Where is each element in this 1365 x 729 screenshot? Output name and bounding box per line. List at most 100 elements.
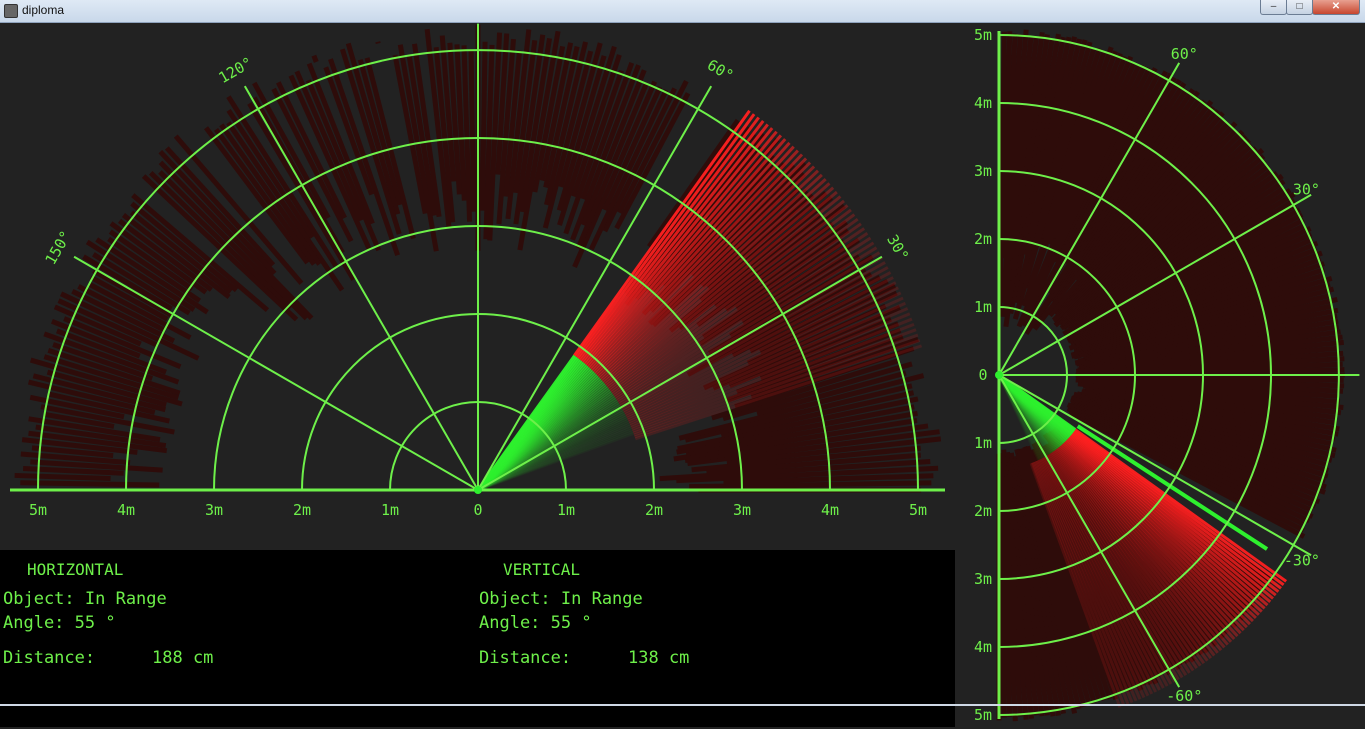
echo-streak	[28, 416, 161, 443]
echo-streak	[82, 254, 173, 311]
echo-streak	[158, 170, 309, 321]
target-echo-line	[601, 182, 831, 383]
echo-streak	[617, 79, 689, 214]
echo-streak	[662, 161, 778, 288]
echo-streak	[689, 480, 932, 490]
echo-streak	[731, 275, 881, 358]
echo-streak	[1047, 111, 1225, 318]
target-echo-line	[1048, 453, 1191, 674]
sweep-line	[997, 374, 1055, 453]
echo-streak	[1050, 55, 1128, 239]
target-echo-line	[582, 130, 778, 364]
sweep-trace	[1076, 424, 1269, 551]
target-echo-line	[629, 307, 909, 428]
target-echo-line	[1041, 457, 1165, 689]
echo-streak	[1029, 41, 1093, 254]
echo-streak	[706, 193, 815, 290]
horizontal-object-status: Object: In Range	[3, 589, 167, 609]
echo-streak	[684, 383, 913, 443]
echo-streak	[513, 40, 538, 194]
sweep-line	[477, 389, 612, 492]
range-label: 1m	[381, 501, 399, 519]
target-echo-line	[630, 312, 911, 429]
echo-streak	[85, 239, 196, 312]
echo-streak	[406, 54, 437, 216]
target-echo-line	[628, 296, 904, 424]
target-echo-line	[625, 281, 897, 418]
minimize-button[interactable]: –	[1260, 0, 1287, 15]
echo-streak	[46, 369, 167, 408]
echo-streak	[703, 303, 887, 391]
horizontal-radar: 5m 4m 3m 2m 1m 0 1m 2m 3m 4m 5m 30° 60° 120° 150°	[10, 23, 945, 519]
echo-streak	[503, 50, 523, 197]
echo-streak	[158, 160, 314, 321]
range-label: 1m	[557, 501, 575, 519]
target-echo-line	[1045, 455, 1180, 681]
title-bar[interactable]: diploma – □ ✕	[0, 0, 1365, 23]
echo-streak	[47, 391, 170, 424]
echo-streak	[52, 342, 154, 381]
target-echo-line	[584, 134, 783, 366]
echo-streak	[1075, 108, 1220, 283]
echo-streak	[226, 95, 338, 268]
target-echo-line	[1067, 436, 1263, 613]
echo-layer	[14, 24, 942, 493]
echo-streak	[276, 81, 347, 219]
echo-streak	[997, 31, 1007, 317]
range-label: 0	[473, 501, 482, 519]
echo-streak	[1032, 99, 1214, 331]
target-echo-line	[615, 232, 869, 401]
maximize-button[interactable]: □	[1286, 0, 1313, 15]
sweep-line	[997, 374, 1056, 452]
sweep-line	[477, 399, 619, 492]
echo-streak	[756, 370, 907, 417]
angle-label: 150°	[41, 228, 75, 268]
target-layer	[1029, 428, 1288, 708]
angle-label: 60°	[1171, 45, 1198, 63]
echo-streak	[345, 42, 401, 215]
range-label: 3m	[974, 162, 992, 180]
target-echo-line	[1069, 434, 1269, 607]
target-echo-line	[1066, 438, 1257, 620]
echo-streak	[580, 69, 647, 226]
echo-streak	[699, 237, 861, 346]
echo-streak	[23, 466, 124, 476]
target-echo-line	[574, 113, 756, 358]
range-label: 1m	[974, 434, 992, 452]
close-button[interactable]: ✕	[1312, 0, 1360, 15]
sweep-line	[476, 354, 576, 491]
sweep-line	[477, 384, 608, 492]
echo-streak	[687, 429, 940, 467]
echo-streak	[558, 42, 603, 188]
echo-streak	[447, 42, 462, 195]
echo-streak	[543, 46, 580, 188]
echo-streak	[87, 281, 192, 340]
target-echo-line	[603, 186, 835, 384]
target-echo-line	[1029, 462, 1122, 708]
target-echo-line	[579, 123, 769, 362]
horizontal-distance-value: 188 cm	[152, 648, 214, 668]
range-label: 2m	[645, 501, 663, 519]
echo-streak	[226, 121, 345, 292]
echo-streak	[35, 424, 167, 449]
sweep-line	[477, 430, 634, 492]
echo-streak	[724, 334, 904, 404]
target-echo-line	[1061, 443, 1239, 638]
sweep-line	[997, 374, 1057, 451]
target-echo-line	[590, 149, 799, 371]
echo-streak	[720, 390, 915, 439]
echo-streak	[454, 44, 467, 201]
echo-streak	[736, 328, 902, 395]
echo-streak	[544, 41, 588, 206]
target-echo-line	[1038, 458, 1154, 695]
target-echo-line	[631, 317, 913, 431]
target-echo-line	[1068, 435, 1266, 610]
echo-streak	[357, 59, 403, 206]
vertical-object-status: Object: In Range	[479, 589, 643, 609]
echo-streak	[424, 28, 452, 228]
echo-streak	[678, 373, 925, 441]
target-echo-line	[1031, 461, 1130, 705]
echo-streak	[108, 229, 194, 292]
echo-streak	[519, 38, 552, 213]
target-echo-line	[1060, 444, 1236, 641]
